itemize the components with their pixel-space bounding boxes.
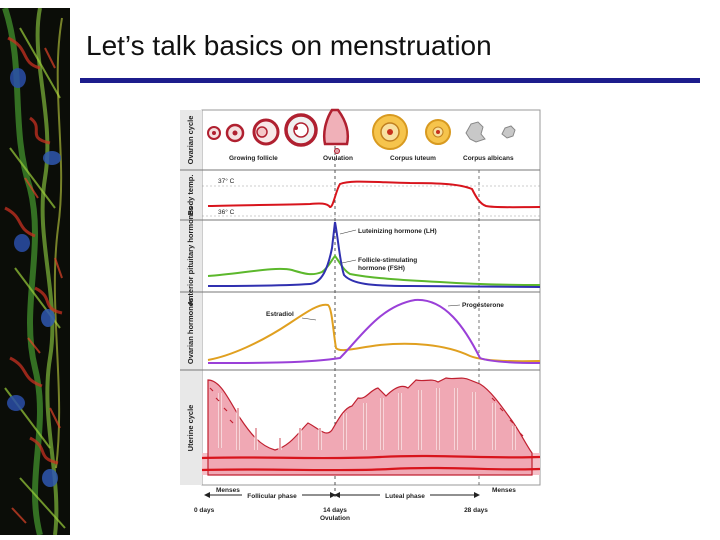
luteal-label-bg (380, 490, 430, 500)
label-day-0: 0 days (194, 507, 215, 514)
estradiol-label-leader (301, 317, 317, 321)
row-label-uterine-cycle: Uterine cycle (186, 405, 195, 452)
label-progesterone: Progesterone (462, 302, 504, 309)
label-estradiol: Estradiol (266, 311, 294, 318)
follicular-label-bg (242, 490, 302, 500)
label-fsh-line1: Follicle-stimulating (358, 257, 417, 264)
slide-title: Let’s talk basics on menstruation (86, 30, 492, 61)
body-temperature-curve (207, 180, 541, 209)
corpus-luteum-illustrations (372, 114, 451, 150)
title-divider (80, 78, 700, 83)
row-label-column (180, 110, 202, 485)
temp-label-low: 36° C (218, 208, 235, 216)
micrograph-side-strip (0, 8, 70, 535)
row-label-ovarian-hormones: Ovarian hormones (186, 298, 195, 364)
stage-label-corpus-albicans: Corpus albicans (463, 155, 514, 162)
label-day-14: 14 days (323, 507, 347, 514)
label-menses-left: Menses (216, 487, 240, 494)
label-menses-right: Menses (492, 487, 516, 494)
row-label-pituitary-hormones: Anterior pituitary hormones (186, 206, 195, 305)
label-ovulation-day: Ovulation (320, 515, 350, 522)
follicle-illustrations (207, 108, 349, 154)
label-luteal-phase: Luteal phase (385, 493, 425, 500)
fsh-label-leader (341, 259, 357, 264)
lh-label-leader (339, 229, 357, 235)
fsh-curve (207, 254, 541, 286)
estradiol-curve (207, 303, 541, 363)
label-fsh-line2: hormone (FSH) (358, 265, 405, 272)
row-label-body-temp: Body temp. (186, 175, 195, 216)
label-follicular-phase: Follicular phase (247, 493, 297, 500)
temp-label-high: 37° C (218, 177, 235, 185)
endometrium-illustration (201, 377, 541, 476)
stage-label-corpus-luteum: Corpus luteum (390, 155, 436, 162)
menstrual-cycle-diagram: Ovarian cycle Body temp. Anterior pituit… (180, 108, 542, 523)
micrograph-image (0, 8, 70, 535)
menstrual-cycle-svg: Ovarian cycle Body temp. Anterior pituit… (180, 108, 541, 522)
progesterone-label-leader (447, 304, 461, 307)
stage-label-ovulation: Ovulation (323, 155, 353, 162)
label-day-28: 28 days (464, 507, 488, 514)
progesterone-curve (207, 298, 541, 364)
row-label-ovarian-cycle: Ovarian cycle (186, 116, 195, 165)
corpus-albicans-illustrations (465, 121, 516, 143)
lh-curve (207, 221, 541, 288)
stage-label-growing-follicle: Growing follicle (229, 155, 278, 162)
label-lh: Luteinizing hormone (LH) (358, 228, 437, 235)
